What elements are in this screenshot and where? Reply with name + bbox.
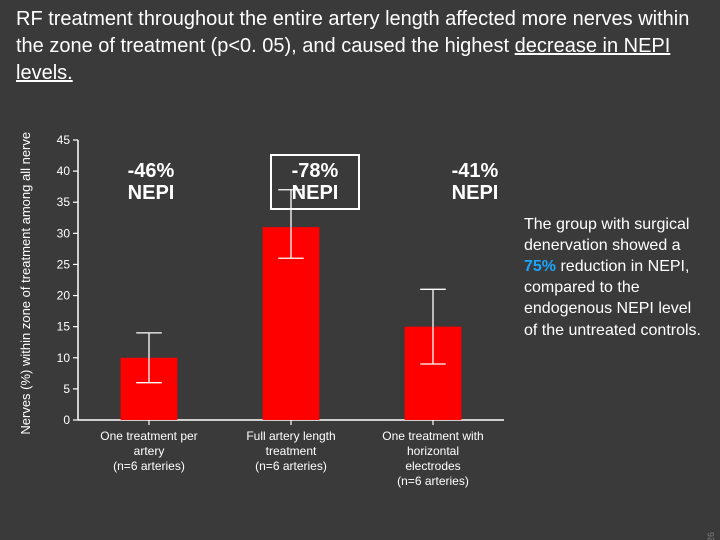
- side-code: PI-133907-AA Jun 2013-final 24 of 26: [706, 532, 716, 540]
- y-tick-label: 20: [57, 289, 71, 303]
- y-tick-label: 25: [57, 257, 71, 271]
- x-tick-label: (n=6 arteries): [397, 474, 469, 488]
- x-tick-label: artery: [134, 444, 165, 458]
- chart-svg: 0 5 10 15 20 25 30 35 40 45 Nerves (%) within zone…: [12, 132, 512, 512]
- x-tick-label: (n=6 arteries): [255, 459, 327, 473]
- y-tick-label: 40: [57, 164, 71, 178]
- slide-title: RF treatment throughout the entire arter…: [16, 6, 706, 87]
- x-tick-label: (n=6 arteries): [113, 459, 185, 473]
- y-tick-label: 30: [57, 226, 71, 240]
- bar-chart: 0 5 10 15 20 25 30 35 40 45 Nerves (%) within zone…: [12, 132, 512, 512]
- y-tick-label: 5: [63, 382, 70, 396]
- x-tick-label: horizontal: [407, 444, 459, 458]
- x-tick-label: electrodes: [405, 459, 460, 473]
- y-tick-label: 35: [57, 195, 71, 209]
- y-tick-label: 0: [63, 413, 70, 427]
- side-note: The group with surgical denervation show…: [524, 214, 706, 341]
- note-pre: The group with surgical denervation show…: [524, 216, 689, 254]
- y-tick-label: 10: [57, 351, 71, 365]
- y-axis-title: Nerves (%) within zone of treatment amon…: [18, 132, 33, 435]
- x-tick-label: One treatment with: [382, 429, 483, 443]
- x-tick-label: One treatment per: [100, 429, 197, 443]
- y-tick-label: 45: [57, 133, 71, 147]
- x-tick-label: treatment: [266, 444, 317, 458]
- y-tick-label: 15: [57, 320, 71, 334]
- note-accent: 75%: [524, 258, 556, 275]
- x-tick-label: Full artery length: [246, 429, 335, 443]
